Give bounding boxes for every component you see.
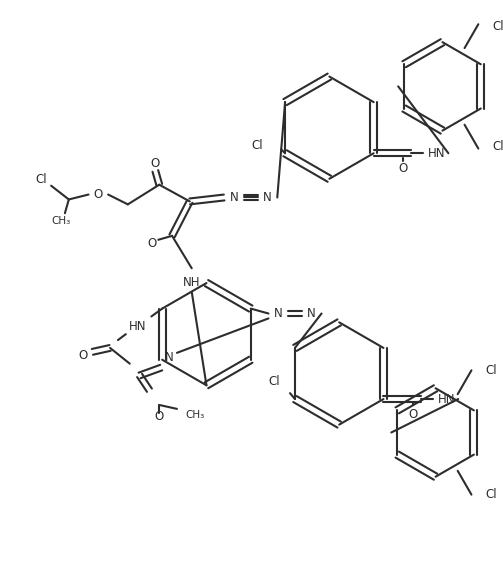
Text: CH₃: CH₃	[51, 216, 70, 226]
Text: N: N	[164, 351, 174, 364]
Text: HN: HN	[129, 320, 146, 333]
Text: N: N	[263, 191, 272, 204]
Text: NH: NH	[183, 275, 201, 288]
Text: O: O	[408, 408, 417, 421]
Text: N: N	[307, 307, 316, 320]
Text: O: O	[154, 410, 164, 424]
Text: CH₃: CH₃	[185, 410, 204, 420]
Text: Cl: Cl	[252, 139, 264, 152]
Text: HN: HN	[438, 393, 455, 405]
Text: O: O	[148, 237, 157, 250]
Text: O: O	[78, 349, 87, 363]
Text: Cl: Cl	[492, 20, 503, 32]
Text: N: N	[230, 191, 238, 204]
Text: HN: HN	[428, 146, 445, 160]
Text: Cl: Cl	[492, 140, 503, 153]
Text: O: O	[398, 162, 408, 176]
Text: O: O	[94, 188, 103, 201]
Text: Cl: Cl	[269, 375, 280, 388]
Text: Cl: Cl	[485, 488, 497, 501]
Text: Cl: Cl	[485, 364, 497, 377]
Text: Cl: Cl	[36, 173, 47, 186]
Text: O: O	[151, 157, 160, 170]
Text: N: N	[274, 307, 283, 320]
